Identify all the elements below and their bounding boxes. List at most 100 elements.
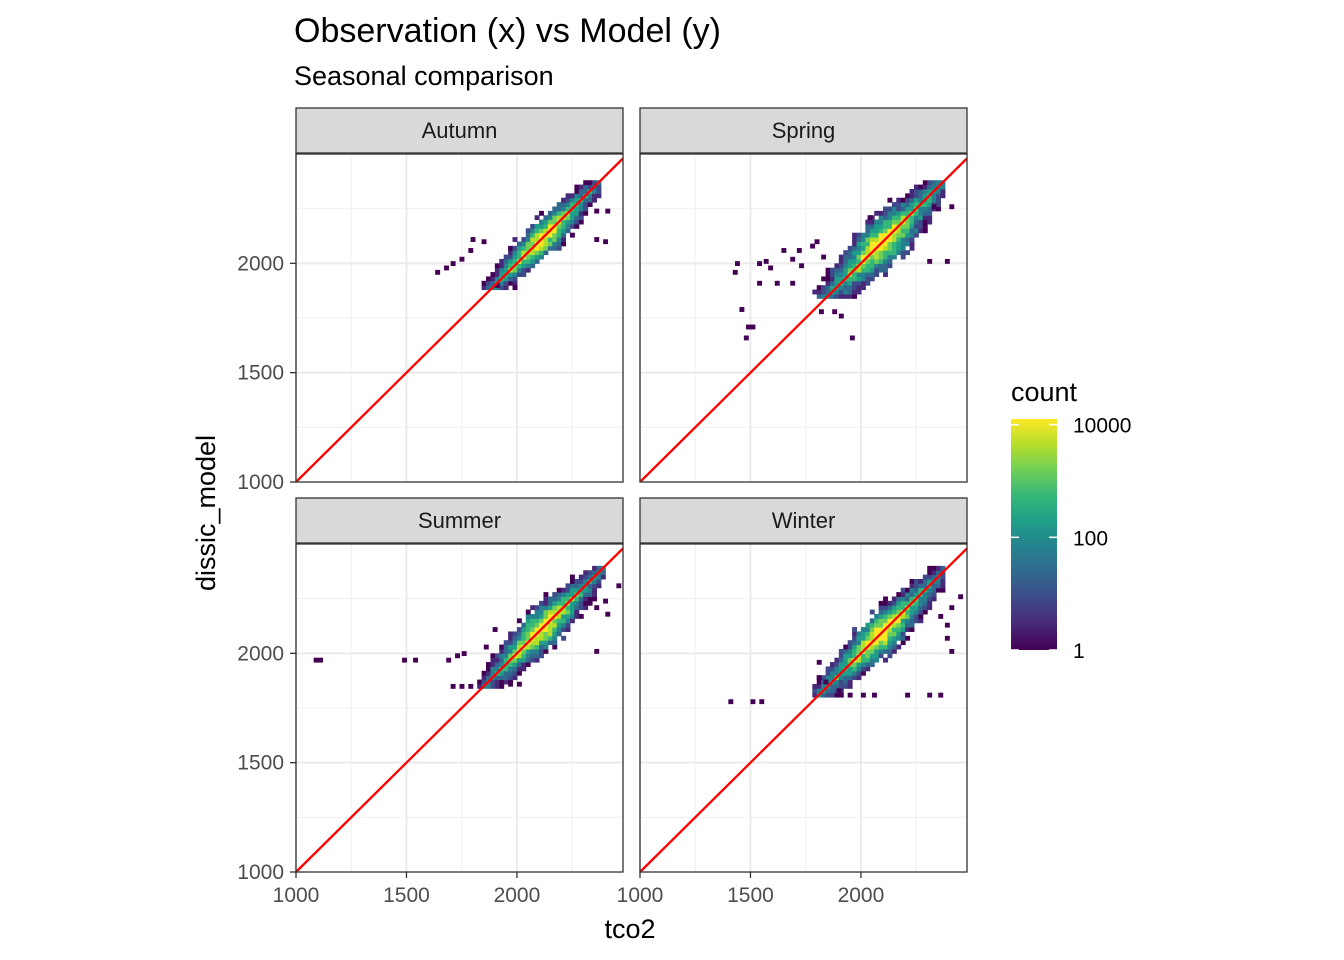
heatmap-cell [905, 250, 911, 256]
heatmap-cell [860, 662, 866, 667]
heatmap-cell [565, 592, 571, 597]
heatmap-cell [927, 219, 933, 225]
heatmap-cell [883, 648, 888, 654]
heatmap-cell [927, 596, 933, 602]
heatmap-cell [565, 223, 571, 229]
heatmap-cell [821, 254, 827, 260]
heatmap-cell [905, 228, 911, 234]
heatmap-cell [905, 237, 911, 242]
heatmap-cell [852, 670, 858, 676]
heatmap-cell [838, 254, 844, 260]
heatmap-cell [869, 276, 875, 282]
heatmap-cell [891, 237, 897, 242]
heatmap-cell [838, 258, 844, 264]
heatmap-cell [900, 245, 906, 251]
heatmap-cell [512, 250, 518, 256]
heatmap-cell [512, 675, 518, 681]
heatmap-cell [825, 272, 831, 277]
heatmap-cell [909, 197, 915, 203]
heatmap-cell [516, 267, 522, 273]
heatmap-cell [878, 622, 884, 628]
heatmap-cell [852, 289, 858, 295]
heatmap-cell [865, 228, 871, 234]
heatmap-cell [494, 683, 500, 689]
heatmap-cell [516, 640, 522, 646]
heatmap-cell [869, 631, 875, 637]
heatmap-cell [565, 202, 571, 207]
heatmap-cell [768, 265, 774, 271]
heatmap-cell [556, 622, 562, 628]
heatmap-cell [905, 197, 911, 203]
heatmap-cell [887, 210, 893, 216]
heatmap-cell [516, 254, 522, 260]
heatmap-cell [525, 241, 531, 247]
heatmap-cell [909, 206, 915, 212]
heatmap-cell [596, 565, 602, 571]
heatmap-cell [838, 276, 844, 282]
heatmap-cell [843, 289, 849, 295]
heatmap-cell [539, 622, 544, 628]
heatmap-cell [521, 635, 527, 641]
heatmap-cell [856, 254, 862, 260]
heatmap-cell [587, 596, 593, 602]
heatmap-cell [883, 219, 888, 225]
heatmap-cell [938, 613, 944, 619]
heatmap-cell [940, 583, 946, 589]
heatmap-cell [869, 644, 875, 650]
heatmap-cell [561, 596, 567, 602]
facet-strip [639, 107, 968, 154]
heatmap-cell [592, 565, 597, 571]
heatmap-cell [909, 237, 915, 242]
heatmap-cell [860, 250, 866, 256]
heatmap-cell [874, 219, 880, 225]
heatmap-cell [556, 241, 562, 247]
heatmap-cell [887, 258, 893, 264]
heatmap-cell [503, 263, 509, 269]
heatmap-cell [927, 258, 933, 264]
heatmap-cell [931, 587, 937, 593]
heatmap-cell [865, 232, 871, 238]
heatmap-cell [530, 648, 536, 654]
heatmap-cell [512, 640, 518, 646]
heatmap-cell [852, 241, 858, 247]
heatmap-cell [530, 241, 536, 247]
heatmap-cell [578, 596, 584, 602]
heatmap-cell [909, 592, 915, 597]
heatmap-cell [596, 188, 602, 194]
heatmap-cell [574, 210, 580, 216]
heatmap-cell [525, 662, 531, 667]
heatmap-cell [922, 596, 928, 602]
heatmap-cell [543, 627, 549, 632]
heatmap-cell [459, 683, 465, 689]
heatmap-cell [865, 622, 871, 628]
heatmap-cell [883, 232, 888, 238]
heatmap-cell [922, 600, 928, 606]
heatmap-cell [530, 640, 536, 646]
heatmap-cell [534, 657, 540, 663]
heatmap-cell [909, 193, 915, 199]
heatmap-cell [543, 631, 549, 637]
heatmap-cell [913, 232, 919, 238]
heatmap-cell [525, 631, 531, 637]
heatmap-cell [905, 618, 911, 624]
heatmap-cell [521, 263, 527, 269]
heatmap-cell [547, 600, 553, 606]
heatmap-cell [503, 679, 509, 685]
heatmap-cell [865, 258, 871, 264]
heatmap-cell [543, 241, 549, 247]
heatmap-cell [913, 215, 919, 221]
heatmap-cell [587, 570, 593, 576]
heatmap-cell [891, 223, 897, 229]
heatmap-cell [525, 267, 531, 273]
heatmap-cell [918, 206, 924, 212]
heatmap-cell [927, 215, 933, 221]
heatmap-cell [874, 237, 880, 242]
heatmap-cell [757, 261, 763, 267]
heatmap-cell [852, 237, 858, 242]
heatmap-cell [865, 267, 871, 273]
heatmap-cell [922, 188, 928, 194]
heatmap-cell [516, 250, 522, 256]
heatmap-cell [878, 618, 884, 624]
heatmap-cell [931, 193, 937, 199]
heatmap-cell [860, 657, 866, 663]
